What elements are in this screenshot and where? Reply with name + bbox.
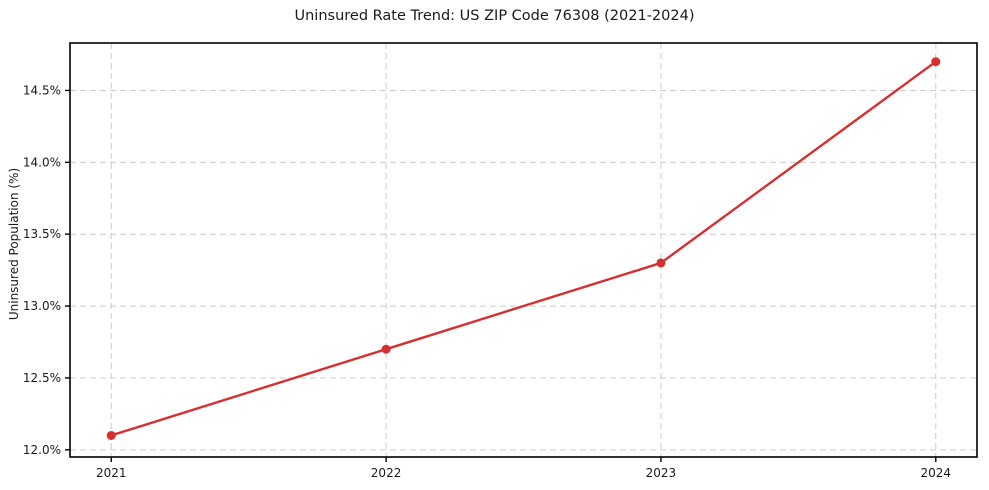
y-tick-label: 13.5%	[23, 227, 61, 241]
data-point-2023	[656, 258, 666, 268]
data-point-2022	[381, 344, 391, 354]
chart-title: Uninsured Rate Trend: US ZIP Code 76308 …	[294, 8, 695, 24]
axes-spines	[69, 42, 978, 458]
y-tick-label: 12.0%	[23, 443, 61, 457]
data-point-2024	[931, 57, 941, 67]
x-tick-label: 2022	[371, 466, 402, 480]
y-tick-label: 13.0%	[23, 299, 61, 313]
y-tick-label: 12.5%	[23, 371, 61, 385]
trend-line	[110, 60, 937, 437]
y-tick-label: 14.0%	[23, 155, 61, 169]
x-tick-label: 2023	[646, 466, 677, 480]
y-tick-label: 14.5%	[23, 83, 61, 97]
data-point-2021	[106, 430, 116, 440]
x-tick-label: 2024	[920, 466, 951, 480]
x-tick-label: 2021	[96, 466, 127, 480]
